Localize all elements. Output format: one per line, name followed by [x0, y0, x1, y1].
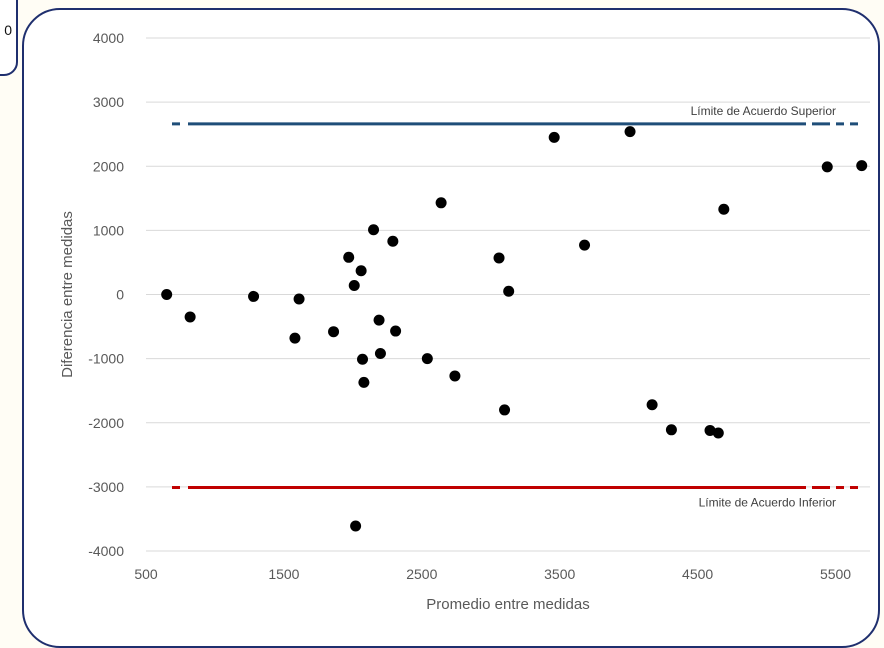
data-point: [358, 376, 370, 388]
data-points: [161, 126, 868, 532]
adjacent-panel-fragment: 0: [0, 0, 18, 76]
data-point: [289, 332, 301, 344]
bland-altman-chart: 4000 3000 2000 1000 0 -1000 -2000 -3000 -4000 50…: [59, 30, 870, 613]
y-tick-label: -3000: [88, 479, 124, 495]
y-axis-title: Diferencia entre medidas: [59, 211, 76, 378]
data-point: [646, 399, 658, 411]
data-point: [624, 126, 636, 138]
limit-line-label: Límite de Acuerdo Inferior: [699, 496, 836, 510]
data-point: [374, 347, 386, 359]
data-point: [712, 427, 724, 439]
data-point: [184, 311, 196, 323]
data-point: [368, 224, 380, 236]
y-tick-label: -4000: [88, 543, 124, 559]
data-point: [328, 326, 340, 338]
y-tick-label: -2000: [88, 415, 124, 431]
x-tick-label: 3500: [544, 566, 575, 582]
fragment-label: 0: [4, 22, 12, 38]
data-point: [548, 131, 560, 143]
data-point: [503, 285, 515, 297]
data-point: [390, 325, 402, 337]
data-point: [449, 370, 461, 382]
data-point: [421, 353, 433, 365]
data-point: [718, 203, 730, 215]
limit-line-label: Límite de Acuerdo Superior: [691, 104, 836, 118]
data-point: [665, 424, 677, 436]
data-point: [704, 424, 716, 436]
chart-card: 4000 3000 2000 1000 0 -1000 -2000 -3000 -4000 50…: [22, 8, 880, 648]
y-tick-label: 1000: [93, 222, 124, 238]
x-tick-label: 2500: [406, 566, 437, 582]
x-axis-title: Promedio entre medidas: [426, 596, 589, 613]
data-point: [435, 197, 447, 209]
data-point: [821, 161, 833, 173]
data-point: [348, 280, 360, 292]
y-tick-label: 2000: [93, 158, 124, 174]
y-tick-label: 3000: [93, 94, 124, 110]
data-point: [343, 251, 355, 263]
x-tick-label: 5500: [820, 566, 851, 582]
data-point: [579, 239, 591, 251]
agreement-limit-lines: Límite de Acuerdo Superior Límite de Acue…: [172, 104, 858, 510]
x-tick-labels: 500 1500 2500 3500 4500 5500: [134, 566, 851, 582]
y-tick-label: 4000: [93, 30, 124, 46]
x-tick-label: 500: [134, 566, 158, 582]
y-tick-labels: 4000 3000 2000 1000 0 -1000 -2000 -3000 -4000: [88, 30, 124, 559]
data-point: [248, 290, 260, 302]
x-tick-label: 1500: [268, 566, 299, 582]
data-point: [357, 353, 369, 365]
data-point: [355, 265, 367, 277]
data-point: [350, 520, 362, 532]
data-point: [161, 289, 173, 300]
data-point: [499, 404, 511, 416]
data-point: [373, 314, 385, 326]
y-tick-label: -1000: [88, 351, 124, 367]
data-point: [493, 252, 505, 264]
y-tick-label: 0: [116, 287, 124, 303]
data-point: [856, 160, 868, 172]
data-point: [387, 235, 399, 247]
data-point: [293, 293, 305, 305]
x-tick-label: 4500: [682, 566, 713, 582]
